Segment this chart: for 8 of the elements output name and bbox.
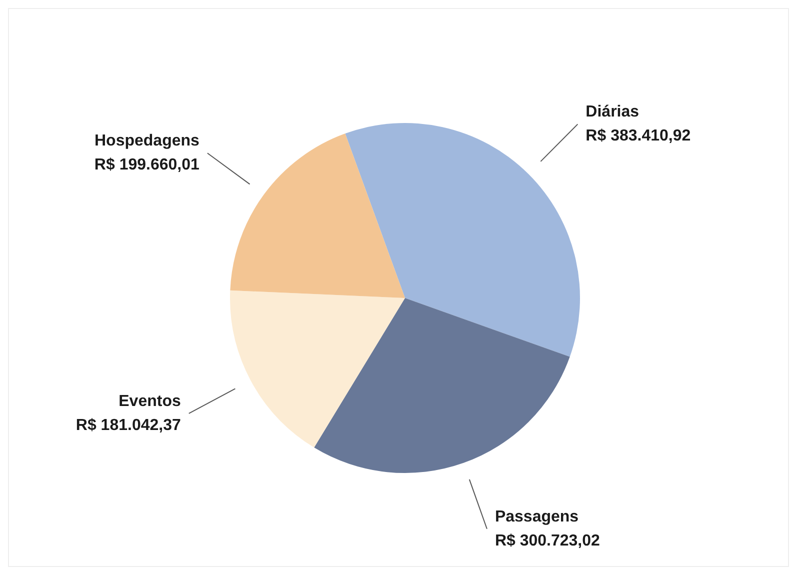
data-label: R$ 383.410,92 xyxy=(586,128,691,145)
data-label: R$ 300.723,02 xyxy=(494,532,600,550)
slice-label: Diárias xyxy=(586,104,640,121)
slice-label: Eventos xyxy=(118,392,181,410)
data-label: R$ 181.042,37 xyxy=(76,416,181,434)
slice-label: Hospedagens xyxy=(94,132,200,150)
slice-label: Passagens xyxy=(494,508,579,526)
data-label: R$ 199.660,01 xyxy=(94,156,200,174)
